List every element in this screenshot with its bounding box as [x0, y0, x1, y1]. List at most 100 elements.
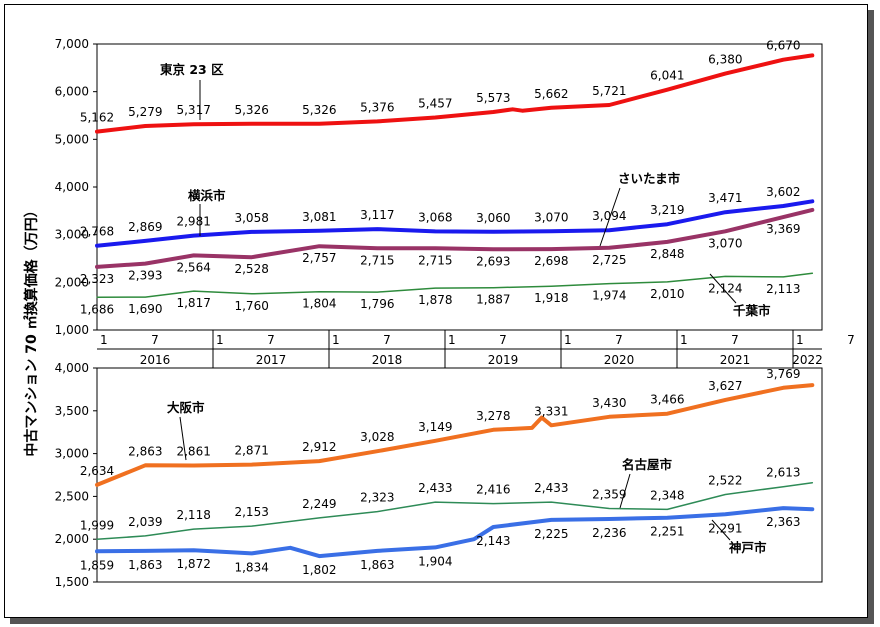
data-label: 2,757 [302, 251, 336, 265]
y-tick-label: 2,500 [55, 489, 89, 503]
series-name-leader [599, 187, 621, 247]
data-label: 3,149 [418, 420, 452, 434]
data-label: 2,715 [360, 253, 394, 267]
data-label: 2,323 [360, 491, 394, 505]
year-label: 2020 [604, 353, 635, 367]
data-label: 1,974 [592, 289, 626, 303]
y-axis-title: 中古マンション 70 ㎡換算価格（万円） [23, 203, 40, 456]
data-label: 1,918 [534, 291, 568, 305]
data-label: 2,634 [80, 464, 114, 478]
data-label: 3,028 [360, 430, 394, 444]
data-label: 2,848 [650, 247, 684, 261]
data-label: 6,380 [708, 53, 742, 67]
data-label: 3,219 [650, 203, 684, 217]
data-label: 2,725 [592, 253, 626, 267]
series-line [96, 272, 814, 299]
data-label: 2,912 [302, 440, 336, 454]
series-name-leader [179, 416, 187, 461]
data-label: 5,376 [360, 100, 394, 114]
month-label: 1 [680, 333, 688, 347]
series-name: さいたま市 [618, 171, 681, 186]
data-label: 2,871 [234, 444, 268, 458]
series-name: 大阪市 [167, 400, 205, 415]
data-label: 5,457 [418, 97, 452, 111]
data-label: 3,060 [476, 211, 510, 225]
data-label: 3,094 [592, 209, 626, 223]
data-label: 2,981 [176, 215, 210, 229]
data-label: 1,878 [418, 293, 452, 307]
data-label: 1,804 [302, 297, 336, 311]
data-label: 1,859 [80, 558, 114, 572]
data-label: 5,721 [592, 84, 626, 98]
data-label: 3,058 [234, 211, 268, 225]
series-name-leader [709, 273, 737, 304]
data-label: 6,670 [766, 39, 800, 53]
data-label: 1,999 [80, 518, 114, 532]
series-name: 横浜市 [188, 188, 226, 203]
data-label: 3,627 [708, 379, 742, 393]
year-label: 2019 [488, 353, 519, 367]
series-line [96, 481, 814, 541]
plot-area-1 [96, 367, 823, 583]
data-label: 1,796 [360, 297, 394, 311]
data-label: 2,869 [128, 220, 162, 234]
data-label: 5,662 [534, 87, 568, 101]
series-line [95, 207, 815, 269]
y-tick-label: 1,000 [55, 323, 89, 337]
month-label: 7 [151, 333, 159, 347]
data-label: 3,070 [708, 236, 742, 250]
data-label: 1,834 [234, 560, 268, 574]
y-tick-label: 4,000 [55, 180, 89, 194]
data-label: 2,236 [592, 526, 626, 540]
data-label: 3,278 [476, 409, 510, 423]
series-name-leader [619, 473, 631, 509]
data-label: 2,522 [708, 474, 742, 488]
year-label: 2018 [372, 353, 403, 367]
data-label: 2,359 [592, 487, 626, 501]
data-label: 2,768 [80, 225, 114, 239]
data-label: 2,118 [176, 508, 210, 522]
data-label: 2,861 [176, 444, 210, 458]
data-label: 2,291 [708, 521, 742, 535]
series-name: 千葉市 [733, 303, 771, 318]
y-tick-label: 3,000 [55, 447, 89, 461]
data-label: 5,326 [234, 103, 268, 117]
data-label: 3,769 [766, 367, 800, 381]
data-label: 2,693 [476, 254, 510, 268]
data-label: 2,348 [650, 488, 684, 502]
series-line [95, 506, 815, 559]
y-tick-label: 2,000 [55, 532, 89, 546]
data-label: 3,602 [766, 185, 800, 199]
data-label: 1,887 [476, 293, 510, 307]
series-line [95, 199, 815, 248]
data-label: 1,690 [128, 302, 162, 316]
month-label: 7 [847, 333, 855, 347]
month-label: 1 [100, 333, 108, 347]
plot-layer: 1,000 2,000 3,000 4,000 5,000 6,000 7,000 5,162… [55, 37, 855, 589]
y-tick-label: 3,000 [55, 228, 89, 242]
data-label: 5,279 [128, 105, 162, 119]
data-label: 2,528 [234, 262, 268, 276]
data-label: 5,317 [176, 103, 210, 117]
data-label: 2,613 [766, 466, 800, 480]
data-label: 1,686 [80, 302, 114, 316]
month-label: 1 [448, 333, 456, 347]
month-label: 1 [216, 333, 224, 347]
data-label: 1,863 [360, 558, 394, 572]
data-label: 2,251 [650, 525, 684, 539]
data-label: 2,039 [128, 515, 162, 529]
data-label: 2,433 [534, 481, 568, 495]
data-label: 6,041 [650, 69, 684, 83]
year-label: 2022 [792, 353, 823, 367]
y-tick-label: 2,000 [55, 275, 89, 289]
data-label: 3,466 [650, 393, 684, 407]
data-label: 3,081 [302, 210, 336, 224]
data-label: 3,117 [360, 208, 394, 222]
y-tick-label: 4,000 [55, 361, 89, 375]
month-label: 7 [731, 333, 739, 347]
data-label: 2,564 [176, 260, 210, 274]
data-label: 3,070 [534, 210, 568, 224]
data-label: 2,393 [128, 269, 162, 283]
data-label: 3,331 [534, 404, 568, 418]
